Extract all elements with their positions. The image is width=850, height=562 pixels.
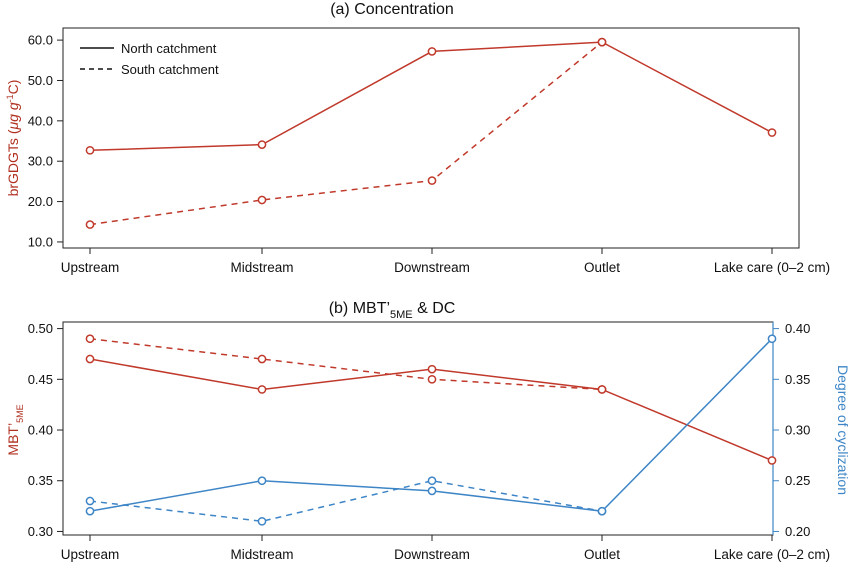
panel-b-x-axis: Upstream Midstream Downstream Outlet Lake ca… — [61, 535, 830, 562]
y-tick-label: 0.50 — [28, 321, 53, 336]
data-point — [85, 506, 95, 516]
panel-a-x-axis: Upstream Midstream Downstream Outlet Lake ca… — [61, 248, 830, 275]
y-tick-label: 40.0 — [28, 113, 53, 128]
x-tick-label: Downstream — [394, 547, 470, 562]
data-point — [597, 506, 607, 516]
right-y-tick-label: 0.30 — [785, 423, 810, 438]
data-point — [85, 354, 95, 364]
y-tick-label: 60.0 — [28, 33, 53, 48]
x-tick-label: Midstream — [230, 547, 293, 562]
data-point — [427, 364, 437, 374]
panel-a-series — [85, 37, 777, 229]
data-point — [767, 456, 777, 465]
panel-b-mbt-dc: (b) MBT’5ME & DC 0.30 0.35 0.40 0.45 0.50 0.… — [5, 300, 850, 562]
y-tick-label: 20.0 — [28, 194, 53, 209]
y-tick-label: 0.40 — [28, 423, 53, 438]
panel-a-title: (a) Concentration — [330, 1, 454, 18]
series-line-red-dashed — [89, 337, 603, 391]
x-tick-label: Outlet — [584, 547, 620, 562]
x-tick-label: Downstream — [394, 260, 470, 275]
series-line-red-solid — [89, 41, 773, 152]
data-point — [427, 47, 437, 56]
series-line-red-solid — [89, 358, 773, 462]
panel-b-plot-frame — [62, 321, 774, 536]
y-tick-label: 0.35 — [28, 473, 53, 488]
y-tick-label: 50.0 — [28, 73, 53, 88]
data-point — [85, 334, 95, 344]
panel-b-left-y-axis: 0.30 0.35 0.40 0.45 0.50 — [28, 321, 63, 539]
data-point — [257, 354, 267, 364]
panel-a-y-axis-label: brGDGTs (μg g-1C) — [5, 80, 21, 197]
data-point — [767, 128, 777, 137]
data-point — [597, 385, 607, 394]
panel-b-title: (b) MBT’5ME & DC — [329, 300, 456, 321]
data-point — [257, 385, 267, 394]
panel-a-y-axis: 10.0 20.0 30.0 40.0 50.0 60.0 — [28, 33, 63, 249]
x-tick-label: Upstream — [61, 547, 120, 562]
x-tick-label: Lake care (0–2 cm) — [714, 260, 830, 275]
data-point — [257, 195, 267, 205]
legend-north-label: North catchment — [121, 41, 217, 56]
data-point — [257, 476, 267, 486]
data-point — [427, 176, 437, 185]
data-point — [427, 476, 437, 486]
panel-a-plot-frame — [62, 27, 800, 249]
data-point — [85, 145, 95, 155]
right-y-tick-label: 0.35 — [785, 372, 810, 387]
panel-b-right-y-axis: 0.20 0.25 0.30 0.35 0.40 — [772, 321, 810, 539]
panel-b-right-y-axis-label: Degree of cyclization — [835, 365, 850, 495]
x-tick-label: Lake care (0–2 cm) — [714, 547, 830, 562]
series-line-blue-solid — [89, 338, 773, 512]
legend-south-label: South catchment — [121, 62, 219, 77]
x-tick-label: Midstream — [230, 260, 293, 275]
right-y-tick-label: 0.20 — [785, 524, 810, 539]
y-tick-label: 30.0 — [28, 154, 53, 169]
data-point — [427, 374, 437, 384]
data-point — [85, 496, 95, 506]
right-y-tick-label: 0.25 — [785, 473, 810, 488]
data-point — [257, 140, 267, 150]
data-point — [597, 37, 607, 47]
series-line-red-dashed — [89, 41, 603, 226]
panel-a-legend: North catchment South catchment — [80, 41, 219, 77]
series-line-blue-dashed — [89, 479, 603, 523]
x-tick-label: Outlet — [584, 260, 620, 275]
data-point — [427, 486, 437, 496]
data-point — [257, 516, 267, 526]
data-point — [767, 334, 777, 344]
data-point — [85, 220, 95, 229]
y-tick-label: 10.0 — [28, 234, 53, 249]
y-tick-label: 0.45 — [28, 372, 53, 387]
panel-a-concentration: (a) Concentration 10.0 20.0 30.0 40.0 50.0 60… — [5, 1, 830, 275]
panel-b-left-y-axis-label: MBT’5ME — [5, 404, 25, 455]
x-tick-label: Upstream — [61, 260, 120, 275]
panel-b-series — [85, 334, 777, 526]
y-tick-label: 0.30 — [28, 524, 53, 539]
right-y-tick-label: 0.40 — [785, 321, 810, 336]
